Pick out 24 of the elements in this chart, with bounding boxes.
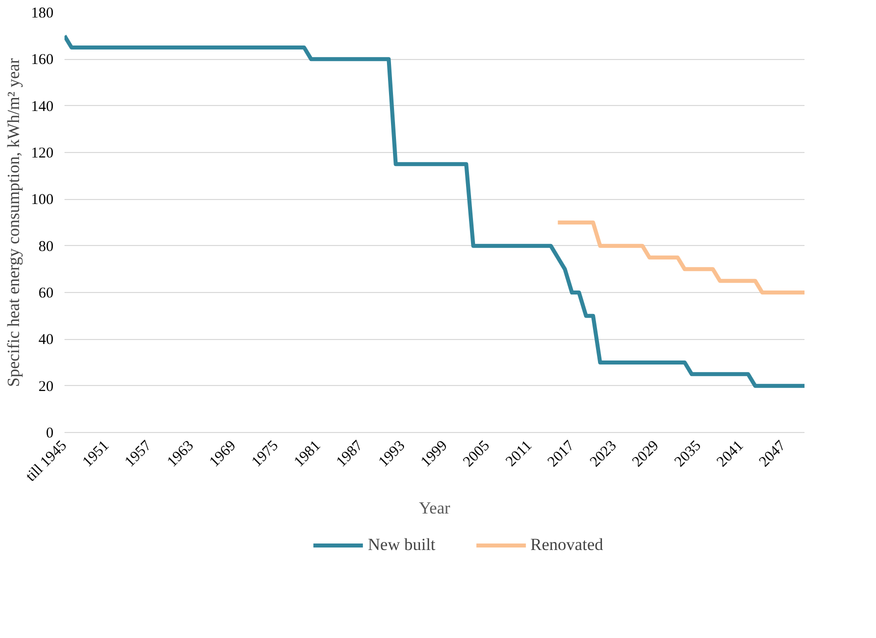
x-tick-label: 1969: [206, 438, 240, 470]
y-tick-label: 40: [38, 332, 54, 348]
line-series: [556, 220, 804, 294]
x-axis-title: Year: [418, 498, 450, 518]
legend-label: Renovated: [530, 535, 604, 555]
x-tick-label: 2011: [503, 438, 536, 470]
y-tick-label: 60: [38, 286, 54, 302]
legend-label: New built: [368, 535, 436, 555]
x-tick-label: 1993: [376, 438, 408, 470]
line-series: [64, 34, 804, 388]
y-tick-label: 120: [31, 146, 54, 162]
x-tick-label: 2041: [714, 438, 747, 470]
y-tick-label: 0: [46, 426, 54, 442]
y-tick-label: 100: [31, 192, 54, 208]
x-tick-label: 1951: [80, 438, 112, 470]
y-tick-label: 160: [31, 52, 54, 68]
y-tick-label: 140: [31, 98, 54, 115]
x-tick-label: 1963: [164, 438, 198, 470]
y-axis-title: Specific heat energy consumption, kWh/m² year: [4, 58, 23, 387]
y-tick-label: 80: [38, 238, 54, 255]
x-tick-label: 1981: [291, 438, 324, 470]
y-tick-label: 20: [38, 378, 54, 395]
x-tick-label: 1999: [418, 438, 451, 470]
y-tick-label: 180: [31, 6, 54, 22]
